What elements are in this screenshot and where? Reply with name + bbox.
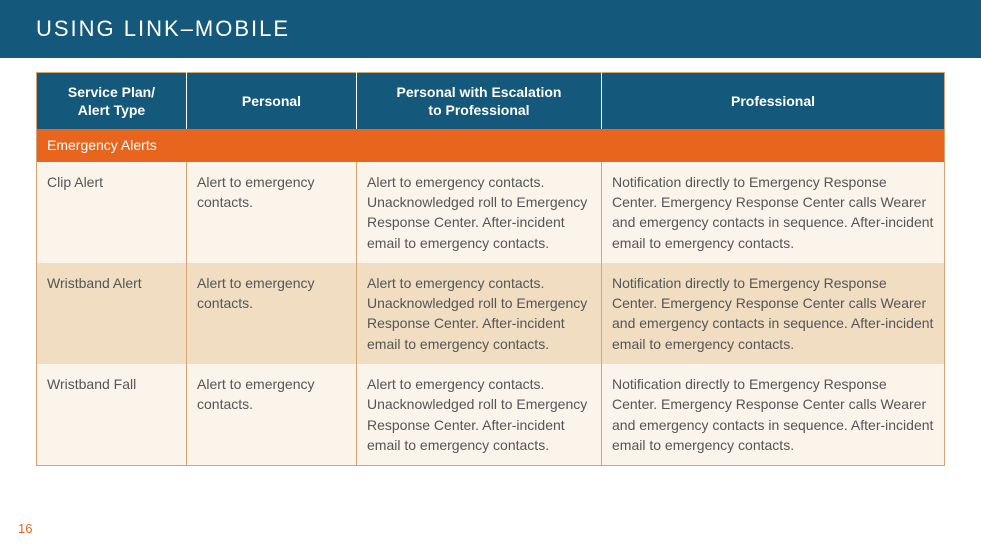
col-header-text: Personal <box>242 93 301 109</box>
table-row: Wristband Fall Alert to emergency contac… <box>37 364 945 466</box>
table-container: Service Plan/ Alert Type Personal Person… <box>0 58 981 466</box>
col-header-text: Alert Type <box>78 102 145 118</box>
header-band: USING LINK–MOBILE <box>0 0 981 58</box>
cell-alert-type: Wristband Fall <box>37 364 187 466</box>
page-title: USING LINK–MOBILE <box>36 16 981 42</box>
cell-professional: Notification directly to Emergency Respo… <box>602 263 945 364</box>
service-plan-table: Service Plan/ Alert Type Personal Person… <box>36 72 945 466</box>
cell-escalation: Alert to emergency contacts. Unacknowled… <box>357 162 602 263</box>
col-header-personal: Personal <box>187 73 357 130</box>
table-row: Wristband Alert Alert to emergency conta… <box>37 263 945 364</box>
col-header-escalation: Personal with Escalation to Professional <box>357 73 602 130</box>
cell-escalation: Alert to emergency contacts. Unacknowled… <box>357 364 602 466</box>
table-row: Clip Alert Alert to emergency contacts. … <box>37 162 945 263</box>
column-header-row: Service Plan/ Alert Type Personal Person… <box>37 73 945 130</box>
cell-professional: Notification directly to Emergency Respo… <box>602 364 945 466</box>
col-header-text: Professional <box>731 93 815 109</box>
section-header-row: Emergency Alerts <box>37 129 945 161</box>
cell-escalation: Alert to emergency contacts. Unacknowled… <box>357 263 602 364</box>
cell-personal: Alert to emergency contacts. <box>187 263 357 364</box>
page-number: 16 <box>18 521 32 536</box>
col-header-text: Personal with Escalation <box>397 84 562 100</box>
section-header-cell: Emergency Alerts <box>37 129 945 161</box>
cell-alert-type: Clip Alert <box>37 162 187 263</box>
cell-personal: Alert to emergency contacts. <box>187 364 357 466</box>
col-header-alert-type: Service Plan/ Alert Type <box>37 73 187 130</box>
cell-alert-type: Wristband Alert <box>37 263 187 364</box>
col-header-text: to Professional <box>428 102 529 118</box>
cell-professional: Notification directly to Emergency Respo… <box>602 162 945 263</box>
col-header-text: Service Plan/ <box>68 84 155 100</box>
cell-personal: Alert to emergency contacts. <box>187 162 357 263</box>
col-header-professional: Professional <box>602 73 945 130</box>
